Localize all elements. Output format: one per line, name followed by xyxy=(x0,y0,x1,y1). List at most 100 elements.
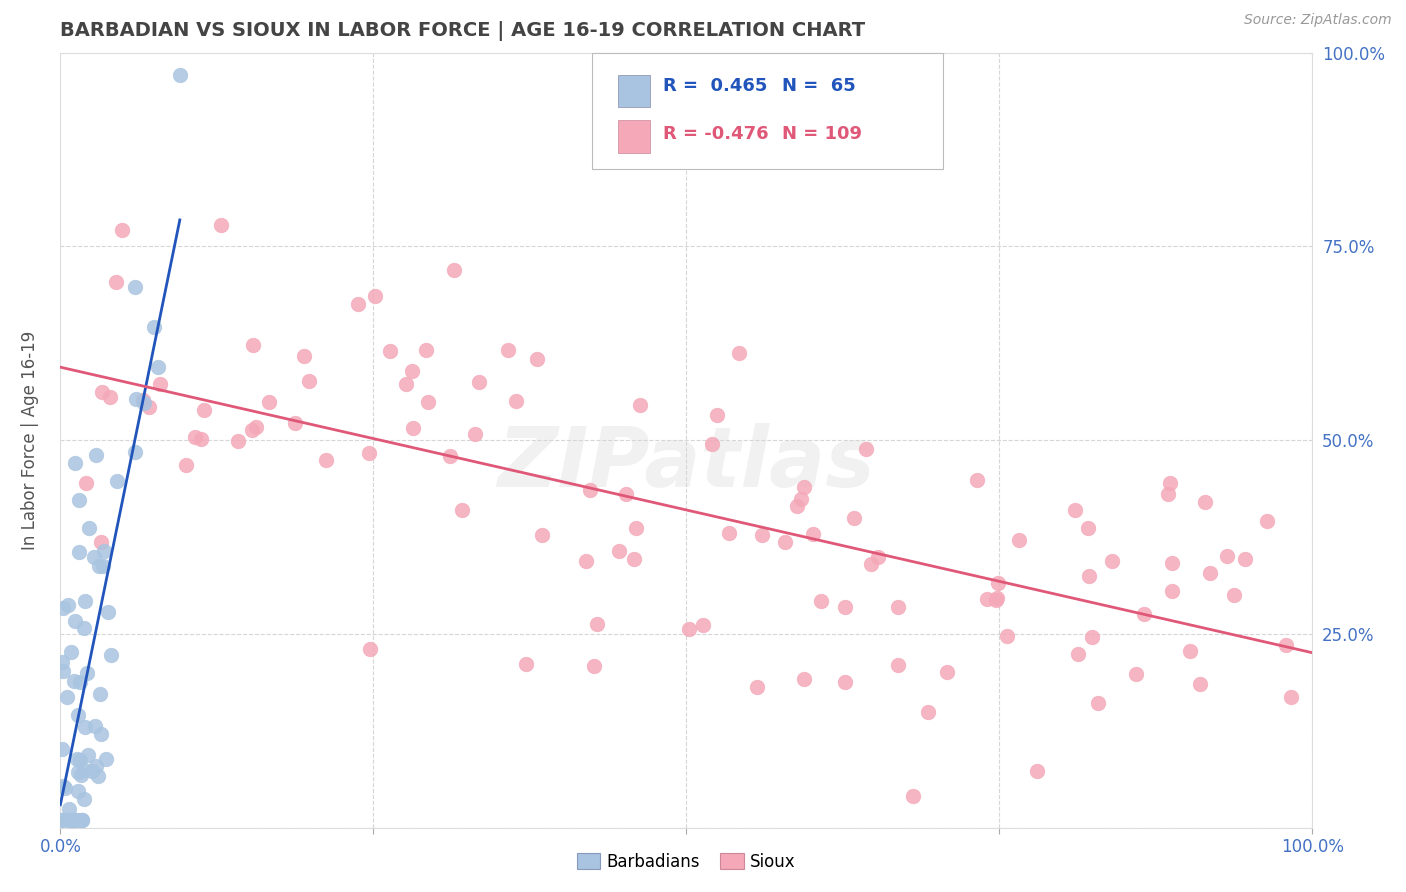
Point xyxy=(63,456,86,470)
Point xyxy=(616,487,638,501)
Point xyxy=(586,617,609,632)
Point xyxy=(505,394,527,409)
Point xyxy=(75,476,97,491)
Point xyxy=(1275,638,1298,652)
Point xyxy=(1160,557,1182,571)
Point xyxy=(70,768,93,782)
Point xyxy=(184,430,207,444)
Point xyxy=(678,622,700,636)
Point xyxy=(803,526,825,541)
Point xyxy=(96,752,118,766)
Point xyxy=(790,491,813,506)
Point xyxy=(578,483,600,498)
Point xyxy=(51,814,73,828)
Point xyxy=(575,554,598,568)
Point xyxy=(53,780,76,795)
Point xyxy=(887,657,910,672)
Point xyxy=(1157,487,1180,501)
Point xyxy=(146,359,169,374)
Point xyxy=(240,423,263,437)
Point xyxy=(903,789,925,803)
Point xyxy=(834,675,856,690)
Point xyxy=(83,550,105,565)
Point xyxy=(984,592,1007,607)
Point xyxy=(70,814,93,828)
Point xyxy=(727,346,749,360)
Point xyxy=(1125,666,1147,681)
Text: BARBADIAN VS SIOUX IN LABOR FORCE | AGE 16-19 CORRELATION CHART: BARBADIAN VS SIOUX IN LABOR FORCE | AGE … xyxy=(60,21,866,41)
Point xyxy=(986,591,1008,606)
Point xyxy=(995,629,1018,643)
Point xyxy=(1087,696,1109,710)
Point xyxy=(52,665,75,679)
Point xyxy=(810,594,832,608)
Point xyxy=(395,377,418,392)
Point xyxy=(69,754,91,768)
Point xyxy=(834,599,856,614)
Point xyxy=(468,375,491,389)
Point xyxy=(66,814,89,828)
Point xyxy=(58,801,80,815)
Point xyxy=(1064,503,1087,517)
Point xyxy=(80,764,103,778)
Point xyxy=(149,376,172,391)
Point xyxy=(132,392,155,407)
Point xyxy=(751,528,773,542)
Point xyxy=(174,458,197,472)
Point xyxy=(86,769,108,783)
Point xyxy=(364,289,387,303)
Point xyxy=(966,474,988,488)
Point xyxy=(1025,764,1047,778)
Point xyxy=(51,814,73,828)
Point xyxy=(67,545,90,559)
Point xyxy=(464,427,486,442)
FancyBboxPatch shape xyxy=(617,75,650,107)
Point xyxy=(1180,644,1202,658)
Point xyxy=(98,390,121,404)
Y-axis label: In Labor Force | Age 16-19: In Labor Force | Age 16-19 xyxy=(21,331,39,549)
Point xyxy=(91,558,114,573)
Point xyxy=(842,511,865,525)
Point xyxy=(226,434,249,448)
Point xyxy=(1189,677,1212,691)
Point xyxy=(67,492,90,507)
Point xyxy=(190,432,212,446)
Point xyxy=(76,666,98,681)
Point xyxy=(66,784,89,798)
Point xyxy=(209,218,232,232)
Point xyxy=(359,642,381,657)
Point xyxy=(59,645,82,659)
Text: R =  0.465: R = 0.465 xyxy=(662,78,768,95)
Point xyxy=(775,535,797,549)
Text: N = 109: N = 109 xyxy=(782,125,862,143)
Point xyxy=(86,448,108,462)
Point xyxy=(1216,549,1239,563)
Point xyxy=(284,416,307,430)
Point xyxy=(745,680,768,694)
Point xyxy=(359,446,381,460)
Point xyxy=(66,708,89,723)
Point xyxy=(401,364,423,378)
Point xyxy=(624,521,647,535)
Point xyxy=(124,392,146,406)
Point xyxy=(70,814,93,828)
Point xyxy=(77,521,100,535)
Point xyxy=(77,748,100,763)
Point xyxy=(93,544,115,558)
Point xyxy=(90,535,112,549)
Point xyxy=(84,758,107,772)
Point xyxy=(100,648,122,663)
Point xyxy=(868,550,890,565)
Point xyxy=(935,665,957,679)
Point xyxy=(607,544,630,558)
Point xyxy=(193,403,215,417)
Point xyxy=(347,297,370,311)
Point xyxy=(169,68,191,82)
Point xyxy=(87,559,110,574)
Point xyxy=(706,408,728,422)
Point xyxy=(84,719,107,733)
Point xyxy=(73,721,96,735)
Point xyxy=(1256,514,1278,528)
Point xyxy=(976,592,998,607)
Point xyxy=(1194,495,1216,509)
